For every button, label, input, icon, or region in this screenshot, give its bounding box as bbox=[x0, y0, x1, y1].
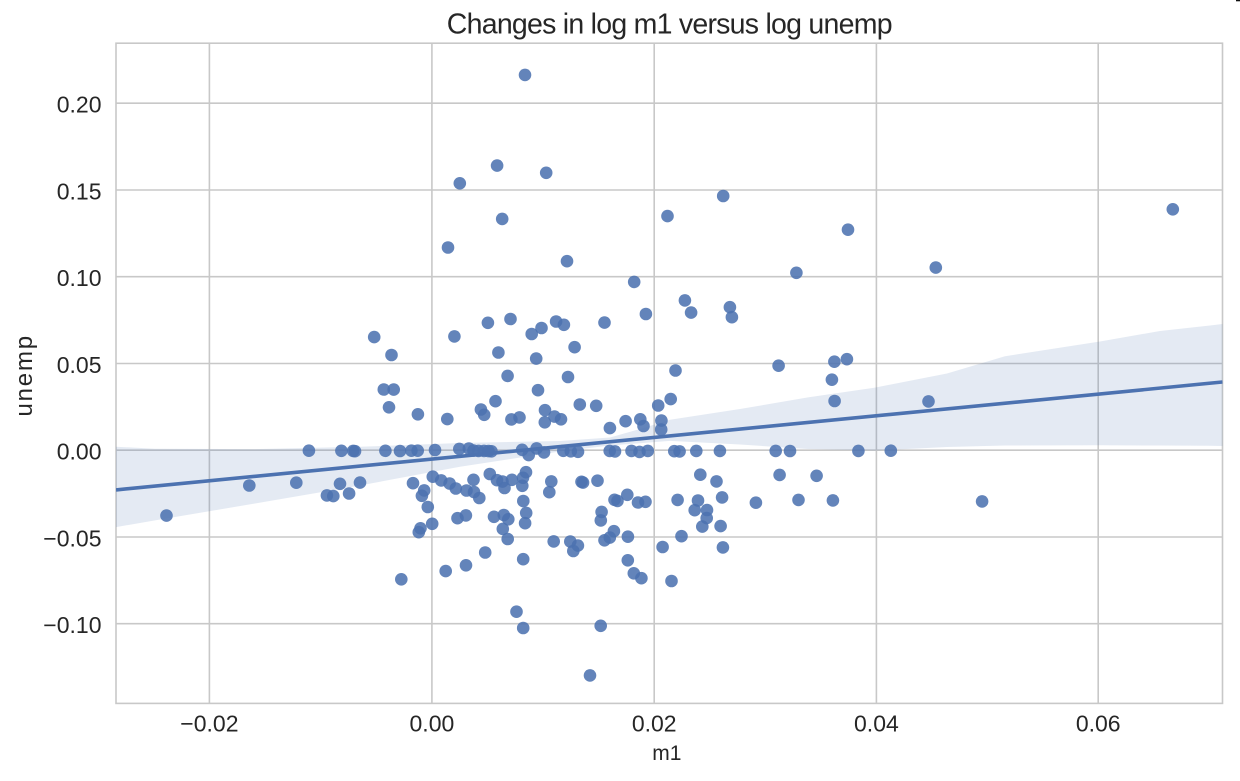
svg-text:0.20: 0.20 bbox=[57, 92, 102, 118]
svg-text:m1: m1 bbox=[652, 742, 681, 765]
svg-text:−0.05: −0.05 bbox=[43, 525, 101, 551]
svg-text:0.00: 0.00 bbox=[57, 439, 102, 465]
svg-text:Changes in log m1 versus log u: Changes in log m1 versus log unemp bbox=[447, 8, 892, 40]
svg-text:−0.10: −0.10 bbox=[43, 612, 101, 638]
svg-text:0.15: 0.15 bbox=[57, 178, 102, 204]
svg-text:unemp: unemp bbox=[11, 334, 38, 416]
svg-text:0.00: 0.00 bbox=[410, 710, 455, 736]
svg-text:0.02: 0.02 bbox=[632, 710, 677, 736]
svg-text:0.10: 0.10 bbox=[57, 265, 102, 291]
svg-text:−0.02: −0.02 bbox=[180, 710, 238, 736]
svg-text:0.04: 0.04 bbox=[854, 710, 899, 736]
svg-text:0.06: 0.06 bbox=[1076, 710, 1121, 736]
svg-text:0.05: 0.05 bbox=[57, 352, 102, 378]
